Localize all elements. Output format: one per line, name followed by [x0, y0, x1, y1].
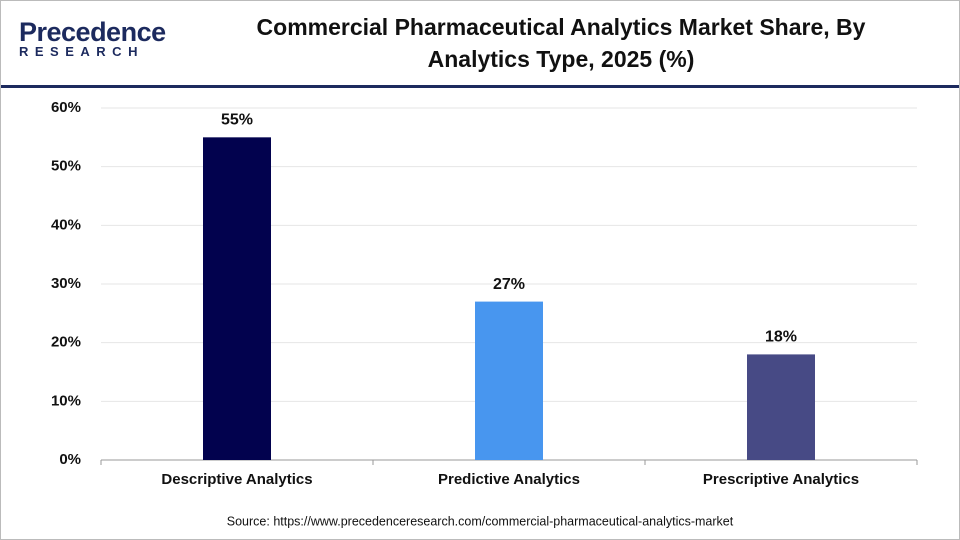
bar	[747, 354, 815, 460]
logo-tagline: RESEARCH	[19, 44, 144, 59]
y-tick-label: 40%	[51, 216, 81, 233]
x-tick-label: Descriptive Analytics	[161, 471, 312, 488]
logo: Precedence RESEARCH	[19, 17, 166, 59]
y-tick-label: 20%	[51, 334, 81, 351]
x-tick-label: Predictive Analytics	[438, 471, 580, 488]
value-label: 55%	[221, 112, 253, 129]
bar	[203, 137, 271, 461]
y-tick-label: 0%	[59, 451, 81, 468]
header-rule	[1, 85, 959, 88]
value-label: 18%	[765, 329, 797, 346]
source: Source: https://www.precedenceresearch.c…	[227, 514, 734, 528]
value-label: 27%	[493, 276, 525, 293]
y-tick-label: 30%	[51, 275, 81, 292]
x-tick-label: Prescriptive Analytics	[703, 471, 859, 488]
y-tick-label: 50%	[51, 158, 81, 175]
logo-name: Precedence	[19, 17, 166, 47]
bar	[475, 301, 543, 460]
y-tick-label: 10%	[51, 392, 81, 409]
y-tick-label: 60%	[51, 99, 81, 116]
chart-title: Commercial Pharmaceutical Analytics Mark…	[256, 14, 866, 72]
